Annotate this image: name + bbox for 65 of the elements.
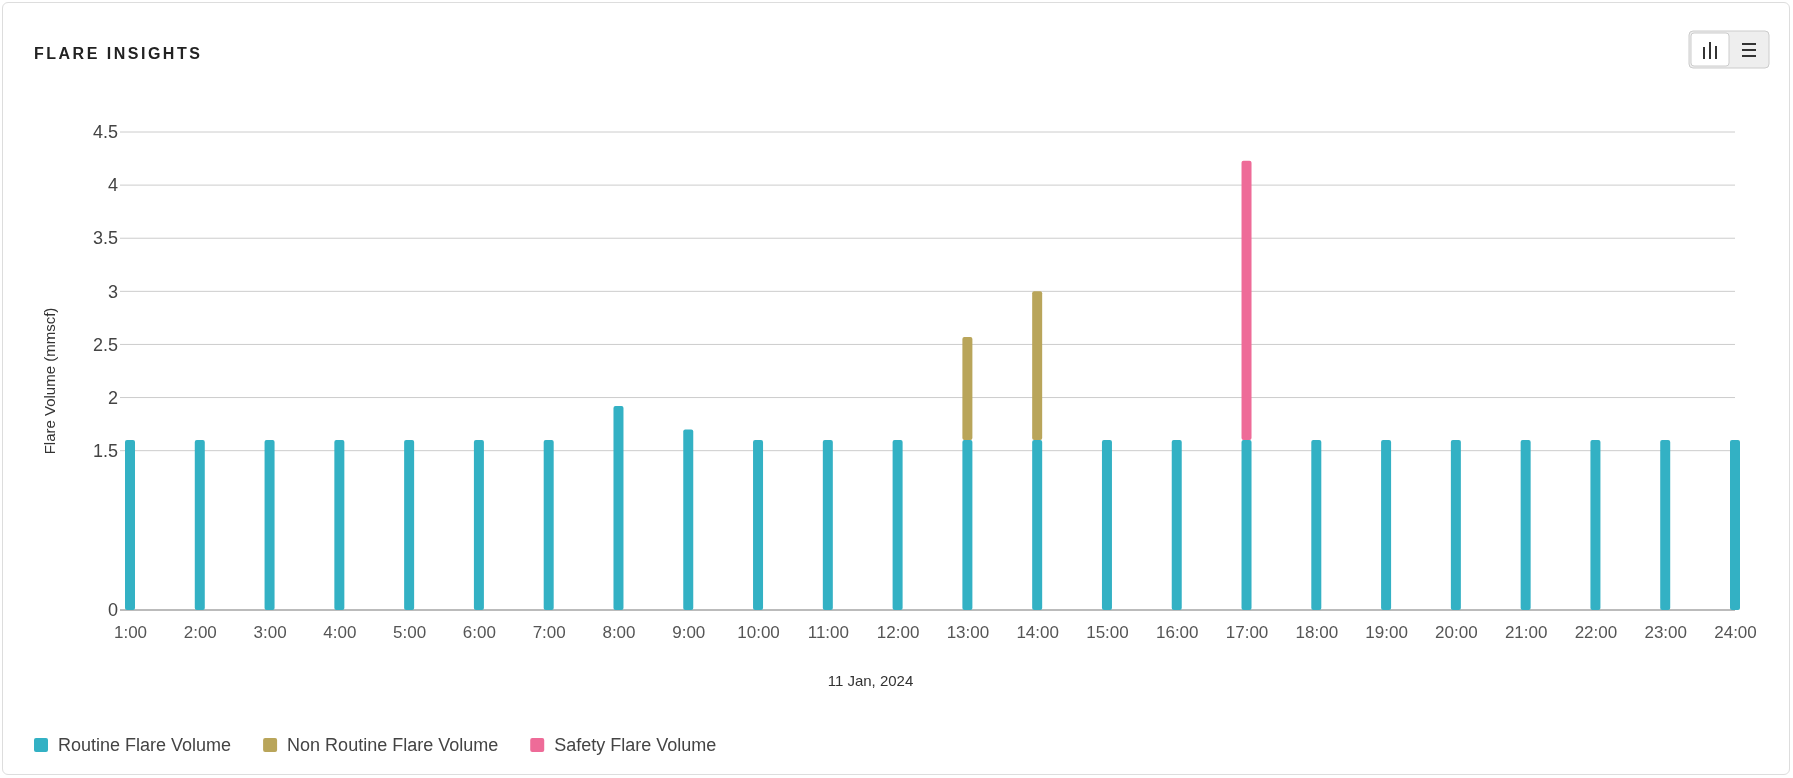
- bar: [543, 440, 554, 610]
- x-tick-label: 1:00: [113, 623, 148, 643]
- x-tick-label: 10:00: [737, 623, 780, 643]
- x-tick-label: 19:00: [1365, 623, 1408, 643]
- x-tick-label: 17:00: [1225, 623, 1269, 643]
- bar: [404, 440, 415, 610]
- x-tick-label: 6:00: [462, 623, 496, 643]
- x-tick-label: 15:00: [1086, 623, 1129, 643]
- x-tick-label: 11:00: [807, 623, 849, 643]
- x-tick-label: 2:00: [183, 623, 217, 643]
- bar: [1450, 440, 1461, 610]
- bar: [1032, 440, 1043, 610]
- y-tick-label: 2: [107, 387, 118, 408]
- y-tick-label: 3.5: [92, 228, 118, 249]
- bar: [125, 440, 135, 610]
- x-tick-label: 3:00: [253, 623, 287, 643]
- bar: [1381, 440, 1392, 610]
- x-tick-label: 7:00: [532, 623, 566, 643]
- y-axis-title: Flare Volume (mmscf): [41, 307, 58, 455]
- bar: [334, 440, 345, 610]
- chart-title: FLARE INSIGHTS: [34, 45, 203, 62]
- bar: [1660, 440, 1671, 610]
- bar: [1241, 440, 1252, 610]
- y-tick-label: 4: [107, 175, 118, 196]
- y-tick-label: 3: [107, 281, 118, 302]
- bar: [1311, 440, 1322, 610]
- bar: [1101, 440, 1112, 610]
- bar: [962, 440, 973, 610]
- x-axis-title: 11 Jan, 2024: [827, 672, 914, 689]
- x-tick-label: 21:00: [1504, 623, 1548, 643]
- bar: [1241, 160, 1252, 441]
- y-tick-label: 1.5: [92, 440, 118, 461]
- x-tick-label: 4:00: [323, 623, 357, 643]
- x-tick-label: 16:00: [1155, 623, 1199, 643]
- legend-label: Non Routine Flare Volume: [287, 735, 499, 755]
- y-tick-label: 0: [107, 600, 118, 621]
- x-tick-label: 18:00: [1295, 623, 1339, 643]
- x-tick-label: 5:00: [393, 623, 427, 643]
- x-tick-label: 22:00: [1574, 623, 1618, 643]
- legend-label: Safety Flare Volume: [554, 735, 717, 755]
- bar: [1032, 291, 1043, 441]
- bar: [1590, 440, 1601, 610]
- bar: [822, 440, 833, 610]
- bar: [1730, 440, 1740, 610]
- bar: [892, 440, 903, 610]
- x-tick-label: 24:00: [1714, 623, 1757, 643]
- y-tick-label: 4.5: [92, 122, 118, 143]
- x-tick-label: 12:00: [876, 623, 920, 643]
- x-tick-label: 14:00: [1016, 623, 1059, 643]
- bar: [1171, 440, 1182, 610]
- bar: [194, 440, 205, 610]
- legend-label: Routine Flare Volume: [58, 735, 232, 755]
- x-tick-label: 23:00: [1644, 623, 1687, 643]
- bar: [473, 440, 484, 610]
- bar: [264, 440, 275, 610]
- bar: [683, 429, 694, 610]
- bar: [753, 440, 764, 610]
- bar: [962, 337, 973, 441]
- y-tick-label: 2.5: [92, 334, 118, 355]
- bar: [613, 406, 624, 610]
- x-tick-label: 13:00: [946, 623, 990, 643]
- bar: [1520, 440, 1531, 610]
- x-tick-label: 20:00: [1435, 623, 1478, 643]
- x-tick-label: 9:00: [672, 623, 706, 643]
- x-tick-label: 8:00: [602, 623, 636, 643]
